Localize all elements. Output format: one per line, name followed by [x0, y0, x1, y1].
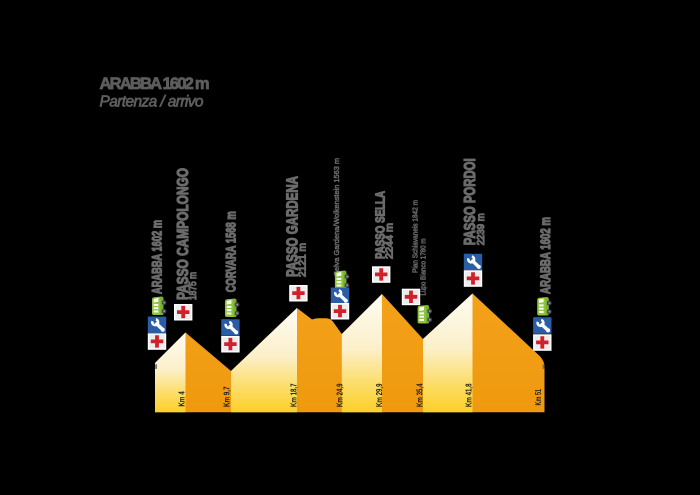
svg-text:Km 18,7: Km 18,7: [288, 383, 298, 407]
svg-text:PASSO GARDENA: PASSO GARDENA: [285, 176, 302, 277]
svg-text:2239 m: 2239 m: [475, 213, 487, 245]
svg-text:Partenza / arrivo: Partenza / arrivo: [100, 94, 204, 111]
svg-text:ARABBA 1602 m: ARABBA 1602 m: [537, 217, 553, 294]
svg-text:Selva Gardena/Wolkenstein 1563: Selva Gardena/Wolkenstein 1563 m: [332, 158, 341, 276]
svg-text:Km 35,4: Km 35,4: [414, 383, 424, 407]
svg-text:Km 24,9: Km 24,9: [335, 383, 345, 407]
svg-text:Km 51: Km 51: [533, 389, 543, 406]
svg-text:PASSO SELLA: PASSO SELLA: [372, 191, 387, 259]
svg-text:Km 4: Km 4: [176, 391, 186, 406]
svg-text:Km 41,8: Km 41,8: [463, 383, 473, 407]
svg-text:PASSO CAMPOLONGO: PASSO CAMPOLONGO: [175, 168, 192, 300]
svg-text:Km 9,7: Km 9,7: [222, 386, 232, 407]
svg-text:PASSO PORDOI: PASSO PORDOI: [462, 158, 479, 245]
svg-text:ARABBA 1602 m: ARABBA 1602 m: [149, 220, 165, 294]
svg-text:2121 m: 2121 m: [297, 243, 309, 277]
svg-text:ARABBA 1602 m: ARABBA 1602 m: [100, 75, 210, 93]
svg-text:Pian Schiavaneis 1842 m: Pian Schiavaneis 1842 m: [411, 200, 420, 273]
svg-text:CORVARA 1568 m: CORVARA 1568 m: [223, 211, 239, 292]
svg-text:Km 29,9: Km 29,9: [374, 383, 384, 407]
svg-text:1875 m: 1875 m: [187, 272, 199, 300]
svg-text:Lupo Bianco 1780 m: Lupo Bianco 1780 m: [418, 239, 427, 296]
svg-text:2244 m: 2244 m: [383, 223, 395, 259]
